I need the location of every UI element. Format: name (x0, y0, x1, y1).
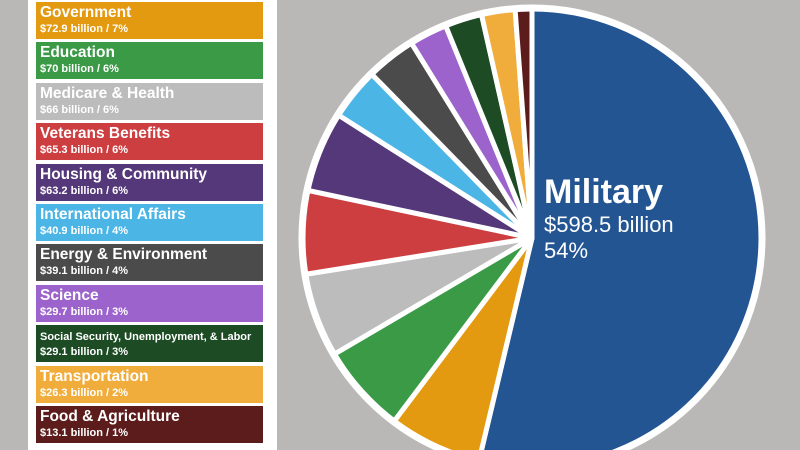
legend-item: International Affairs $40.9 billion / 4% (36, 203, 263, 241)
legend-item-amount: $29.1 billion / 3% (40, 346, 129, 359)
legend-item: Housing & Community $63.2 billion / 6% (36, 163, 263, 201)
legend-item-name: International Affairs (40, 205, 186, 223)
legend-item-name: Transportation (40, 367, 149, 385)
legend-item-amount: $63.2 billion / 6% (40, 184, 129, 197)
legend-item: Food & Agriculture $13.1 billion / 1% (36, 405, 263, 443)
legend-item-amount: $39.1 billion / 4% (40, 265, 129, 278)
military-label-name: Military (544, 173, 664, 211)
legend-item: Transportation $26.3 billion / 2% (36, 365, 263, 403)
legend-item-name: Education (40, 44, 115, 62)
legend-item-amount: $29.7 billion / 3% (40, 305, 129, 318)
pie-outline (298, 4, 766, 450)
legend-item-amount: $70 billion / 6% (40, 63, 119, 76)
legend-item: Energy & Environment $39.1 billion / 4% (36, 244, 263, 282)
legend-item-amount: $40.9 billion / 4% (40, 224, 129, 237)
legend-item-amount: $26.3 billion / 2% (40, 386, 129, 399)
legend-item-name: Veterans Benefits (40, 125, 171, 143)
legend-item-name: Social Security, Unemployment, & Labor (40, 331, 252, 344)
legend-item-name: Housing & Community (40, 165, 208, 183)
legend-item-amount: $66 billion / 6% (40, 103, 119, 116)
military-slice-label: Military $598.5 billion 54% (544, 172, 674, 264)
legend-item-name: Government (40, 4, 132, 21)
legend-item: Education $70 billion / 6% (36, 42, 263, 80)
legend-item-name: Energy & Environment (40, 246, 208, 264)
legend-item: Science $29.7 billion / 3% (36, 284, 263, 322)
legend-panel: Government $72.9 billion / 7% Education $70… (28, 0, 277, 450)
legend-item-name: Food & Agriculture (40, 407, 180, 425)
legend-item: Government $72.9 billion / 7% (36, 2, 263, 39)
legend-item: Social Security, Unemployment, & Labor $2… (36, 325, 263, 363)
legend-item-amount: $72.9 billion / 7% (40, 23, 129, 35)
military-label-amount: $598.5 billion (544, 212, 674, 238)
legend-item: Medicare & Health $66 billion / 6% (36, 82, 263, 120)
military-label-percent: 54% (544, 238, 589, 264)
legend-item-amount: $13.1 billion / 1% (40, 426, 129, 439)
legend-item-name: Science (40, 286, 99, 304)
legend-item: Veterans Benefits $65.3 billion / 6% (36, 123, 263, 161)
legend-item-amount: $65.3 billion / 6% (40, 144, 129, 157)
legend-item-name: Medicare & Health (40, 84, 175, 102)
legend-list: Government $72.9 billion / 7% Education $70… (36, 2, 263, 446)
